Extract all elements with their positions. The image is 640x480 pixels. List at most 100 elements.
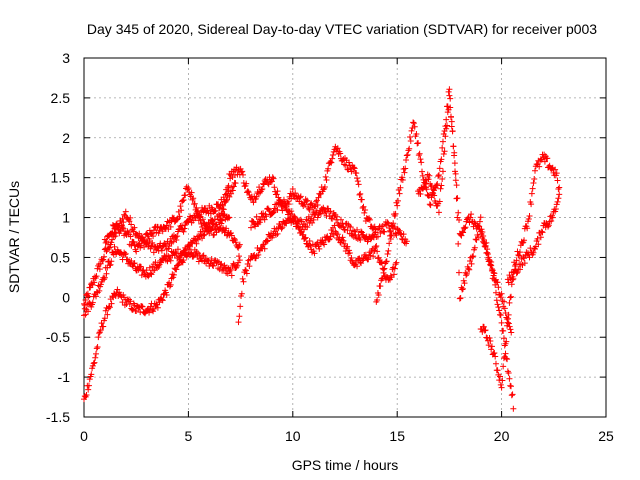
point-marker bbox=[491, 350, 498, 357]
point-marker bbox=[387, 228, 394, 235]
point-marker bbox=[174, 233, 181, 240]
point-marker bbox=[482, 327, 489, 334]
point-marker bbox=[510, 275, 517, 282]
point-marker bbox=[327, 233, 334, 240]
point-marker bbox=[124, 228, 131, 235]
point-marker bbox=[219, 201, 226, 208]
point-marker bbox=[119, 299, 126, 306]
point-marker bbox=[112, 233, 119, 240]
point-marker bbox=[216, 205, 223, 212]
point-marker bbox=[459, 285, 466, 292]
point-marker bbox=[452, 168, 459, 175]
point-marker bbox=[223, 190, 230, 197]
point-marker bbox=[121, 211, 128, 218]
point-marker bbox=[243, 180, 250, 187]
point-marker bbox=[235, 253, 242, 260]
point-marker bbox=[146, 309, 153, 316]
point-marker bbox=[238, 290, 245, 297]
point-marker bbox=[203, 223, 210, 230]
point-marker bbox=[167, 257, 174, 264]
point-marker bbox=[281, 200, 288, 207]
point-marker bbox=[111, 225, 118, 232]
point-marker bbox=[108, 300, 115, 307]
point-marker bbox=[327, 159, 334, 166]
point-marker bbox=[475, 233, 482, 240]
point-marker bbox=[232, 239, 239, 246]
point-marker bbox=[454, 195, 461, 202]
point-marker bbox=[228, 232, 235, 239]
point-marker bbox=[261, 216, 268, 223]
point-marker bbox=[507, 383, 514, 390]
point-marker bbox=[406, 145, 413, 152]
point-marker bbox=[513, 257, 520, 264]
point-marker bbox=[191, 200, 198, 207]
point-marker bbox=[106, 303, 113, 310]
point-marker bbox=[500, 327, 507, 334]
point-marker bbox=[492, 360, 499, 367]
point-marker bbox=[190, 195, 197, 202]
point-marker bbox=[390, 220, 397, 227]
point-marker bbox=[438, 156, 445, 163]
point-marker bbox=[181, 225, 188, 232]
point-marker bbox=[447, 95, 454, 102]
point-marker bbox=[418, 168, 425, 175]
point-marker bbox=[354, 263, 361, 270]
point-marker bbox=[390, 271, 397, 278]
point-marker bbox=[133, 307, 140, 314]
point-marker bbox=[306, 206, 313, 213]
point-marker bbox=[337, 150, 344, 157]
point-marker bbox=[506, 299, 513, 306]
point-marker bbox=[302, 234, 309, 241]
point-marker bbox=[463, 270, 470, 277]
point-marker bbox=[150, 233, 157, 240]
series-track-a bbox=[81, 179, 239, 309]
point-marker bbox=[532, 167, 539, 174]
point-marker bbox=[537, 234, 544, 241]
point-marker bbox=[467, 214, 474, 221]
point-marker bbox=[154, 304, 161, 311]
point-marker bbox=[163, 222, 170, 229]
point-marker bbox=[101, 315, 108, 322]
point-marker bbox=[244, 188, 251, 195]
point-marker bbox=[349, 258, 356, 265]
point-marker bbox=[239, 168, 246, 175]
plot-frame bbox=[83, 57, 607, 418]
point-marker bbox=[91, 279, 98, 286]
point-marker bbox=[428, 182, 435, 189]
point-marker bbox=[174, 246, 181, 253]
y-tick-label: 1 bbox=[62, 210, 70, 226]
point-marker bbox=[269, 209, 276, 216]
point-marker bbox=[105, 245, 112, 252]
point-marker bbox=[180, 257, 187, 264]
point-marker bbox=[270, 175, 277, 182]
point-marker bbox=[397, 230, 404, 237]
point-marker bbox=[439, 168, 446, 175]
point-marker bbox=[504, 319, 511, 326]
point-marker bbox=[101, 253, 108, 260]
point-marker bbox=[93, 350, 100, 357]
point-marker bbox=[188, 189, 195, 196]
point-marker bbox=[306, 238, 313, 245]
y-tick-label: 2.5 bbox=[51, 90, 71, 106]
point-marker bbox=[227, 229, 234, 236]
point-marker bbox=[180, 196, 187, 203]
point-marker bbox=[375, 254, 382, 261]
point-marker bbox=[507, 326, 514, 333]
point-marker bbox=[401, 169, 408, 176]
point-marker bbox=[357, 190, 364, 197]
point-marker bbox=[346, 247, 353, 254]
point-marker bbox=[232, 180, 239, 187]
point-marker bbox=[228, 272, 235, 279]
y-tick-label: 3 bbox=[62, 50, 70, 66]
point-marker bbox=[226, 193, 233, 200]
point-marker bbox=[452, 170, 459, 177]
point-marker bbox=[297, 193, 304, 200]
point-marker bbox=[510, 405, 517, 412]
point-marker bbox=[360, 203, 367, 210]
point-marker bbox=[354, 178, 361, 185]
point-marker bbox=[103, 270, 110, 277]
point-marker bbox=[536, 163, 543, 170]
point-marker bbox=[88, 371, 95, 378]
y-tick-label: -0.5 bbox=[46, 329, 70, 345]
point-marker bbox=[236, 241, 243, 248]
